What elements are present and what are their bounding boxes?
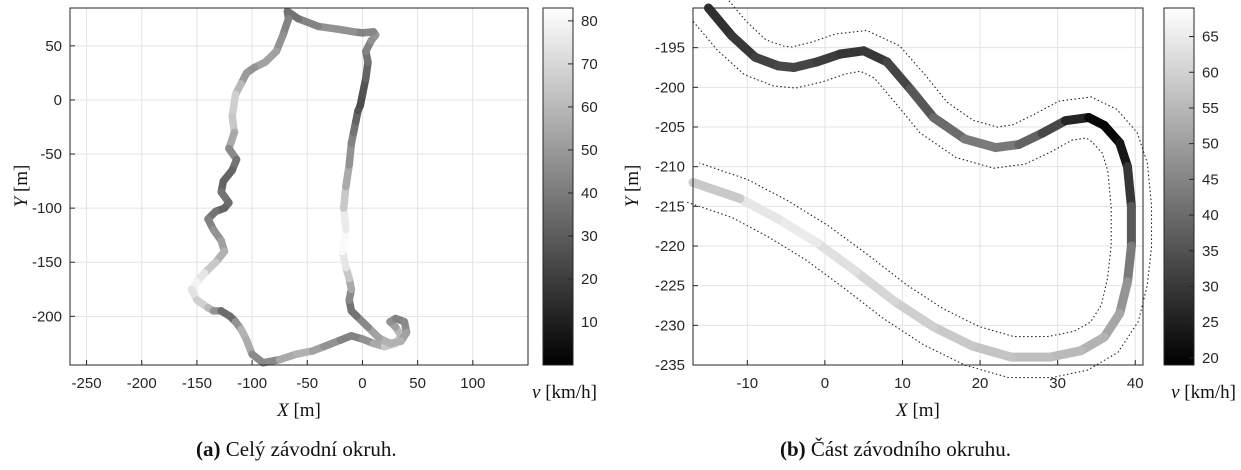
colorbar-tick-label: 50 [1202,136,1219,153]
y-tick-label: -230 [655,317,685,334]
track-segment [727,31,760,62]
colorbar-ticks-b: 65 60 55 50 45 40 35 30 25 20 [1189,29,1219,367]
track-segment [851,266,900,306]
axes-frame-a [69,7,529,366]
track-segment [1123,162,1136,211]
track-segment [1123,241,1136,287]
track-segment [882,57,915,94]
track-a [187,7,411,367]
y-tick-label: -215 [655,198,685,215]
colorbar-a [542,7,574,366]
y-tick-label: -150 [32,254,62,271]
x-tick-label: 0 [358,375,366,392]
caption-b-text: Část závodního okruhu. [810,437,1011,461]
track-segment [960,134,1001,153]
x-tick-label: 30 [1049,375,1066,392]
track-segment [929,113,970,144]
x-tick-label: -150 [182,375,212,392]
colorbar-tick-label: 70 [581,56,598,73]
grid-a [70,8,528,365]
track-segment [1115,277,1132,318]
x-tick-label: -50 [296,375,318,392]
y-tick-label: -200 [32,308,62,325]
axes-frame-b [692,7,1144,366]
caption-a: (a) Celý závodní okruh. [196,437,397,462]
plot-area-a [70,8,528,365]
track-segment [688,178,745,203]
x-tick-label: 100 [460,375,485,392]
chart-b: -10 0 10 20 30 40 -195 -200 -205 -210 -215 -220 -22… [622,0,1236,421]
y-tick-labels-b: -195 -200 -205 -210 -215 -220 -225 -230 -235 [655,40,698,374]
colorbar-tick-label: 20 [1202,350,1219,367]
track-segment [735,193,783,224]
y-tick-label: 50 [45,38,62,55]
caption-a-tag: (a) [196,437,221,461]
x-tick-labels-b: -10 0 10 20 30 40 [736,360,1144,392]
colorbar-tick-label: 60 [1202,64,1219,81]
track-segment [1099,308,1125,342]
colorbar-tick-label: 30 [1202,278,1219,295]
track-segment [967,341,1016,362]
caption-a-text: Celý závodní okruh. [225,437,397,461]
track-segment [704,3,737,41]
colorbar-tick-label: 80 [581,13,598,30]
track-segment [1045,346,1086,362]
colorbar-tick-label: 55 [1202,100,1219,117]
x-tick-label: 20 [972,375,989,392]
colorbar-tick-label: 30 [581,228,598,245]
x-axis-label-a: X [m] [276,400,321,421]
colorbar-tick-label: 25 [1202,314,1219,331]
colorbar-tick-label: 20 [581,271,598,288]
x-tick-label: -250 [72,375,102,392]
track-segment [773,214,822,248]
colorbar-ticks-a: 80 70 60 50 40 30 20 10 [568,13,598,331]
track-segment [812,238,861,276]
colorbar-tick-label: 40 [1202,207,1219,224]
y-tick-label: -235 [655,357,685,374]
y-tick-label: -50 [40,146,62,163]
track-segment [905,84,938,122]
x-tick-label: -200 [127,375,157,392]
x-tick-label: -10 [736,375,758,392]
track-segment [929,322,977,351]
track-boundary [686,0,1153,379]
track-boundary [692,21,1112,338]
colorbar-b [1163,7,1195,366]
x-tick-labels-a: -250 -200 -150 -100 -50 0 50 100 [72,360,485,392]
y-tick-label: 0 [54,92,62,109]
colorbar-label-a: v [km/h] [532,382,597,403]
caption-b-tag: (b) [780,437,806,461]
y-tick-label: -225 [655,278,685,295]
colorbar-tick-label: 50 [581,142,598,159]
y-tick-label: -220 [655,238,685,255]
y-tick-label: -195 [655,40,685,57]
track-segment [890,297,938,332]
y-tick-label: -205 [655,119,685,136]
colorbar-tick-label: 10 [581,314,598,331]
colorbar-tick-label: 60 [581,99,598,116]
chart-a: -250 -200 -150 -100 -50 0 50 100 50 0 -50 -100 -150… [11,7,598,421]
y-tick-labels-a: 50 0 -50 -100 -150 -200 [32,38,75,325]
colorbar-tick-label: 65 [1202,29,1219,46]
x-tick-label: -100 [237,375,267,392]
x-tick-label: 50 [409,375,426,392]
y-tick-label: -100 [32,200,62,217]
x-tick-label: 40 [1127,375,1144,392]
colorbar-tick-label: 45 [1202,171,1219,188]
colorbar-tick-label: 35 [1202,243,1219,260]
track-bounds-b [686,0,1153,379]
x-tick-label: 10 [894,375,911,392]
caption-b: (b) Část závodního okruhu. [780,437,1011,462]
colorbar-tick-label: 40 [581,185,598,202]
x-axis-label-b: X [m] [895,400,940,421]
plot-area-b [693,8,1143,365]
y-axis-label-a: Y [m] [11,165,32,208]
y-axis-label-b: Y [m] [622,165,643,208]
track-b [688,3,1136,362]
y-tick-label: -200 [655,79,685,96]
colorbar-label-b: v [km/h] [1171,382,1236,403]
y-tick-label: -210 [655,159,685,176]
x-tick-label: 0 [821,375,829,392]
